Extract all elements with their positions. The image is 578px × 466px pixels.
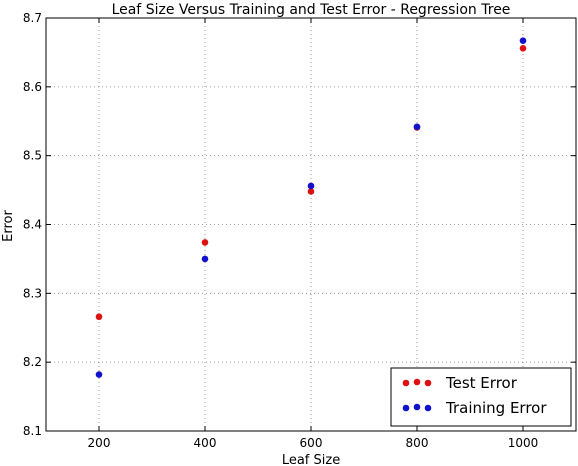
grid — [46, 17, 576, 432]
test-error-point — [201, 239, 209, 246]
test-error-point — [95, 313, 103, 321]
training-error-point — [413, 123, 421, 131]
legend-label-test-error: Test Error — [445, 374, 518, 392]
x-tick-label: 800 — [406, 436, 429, 450]
training-error-legend-marker — [413, 403, 421, 411]
legend-box — [390, 367, 572, 427]
y-axis-label: Error — [1, 210, 16, 242]
x-tick-label: 600 — [300, 436, 323, 450]
y-tick-label: 8.1 — [23, 424, 42, 438]
y-tick-label: 8.3 — [23, 286, 42, 300]
x-tick-label: 400 — [194, 436, 217, 450]
axis-ticks — [46, 17, 576, 432]
data-points — [95, 37, 527, 378]
training-error-point — [307, 182, 315, 190]
y-tick-label: 8.4 — [23, 218, 42, 232]
test-error-point — [307, 188, 315, 195]
legend: Test Error Training Error — [390, 367, 572, 427]
training-error-legend-marker — [424, 404, 432, 412]
test-error-legend-marker — [413, 378, 421, 386]
y-tick-label: 8.7 — [23, 11, 42, 25]
x-tick-label: 1000 — [508, 436, 539, 450]
test-error-legend-marker — [402, 379, 410, 387]
y-tick-label: 8.2 — [23, 355, 42, 369]
training-error-legend-marker — [402, 404, 410, 412]
x-axis-label: Leaf Size — [282, 453, 340, 466]
x-axis-tick-labels: 200 400 600 800 1000 — [88, 436, 539, 450]
training-error-point — [201, 255, 209, 263]
x-tick-label: 200 — [88, 436, 111, 450]
y-axis-tick-labels: 8.1 8.2 8.3 8.4 8.5 8.6 8.7 — [23, 11, 42, 438]
test-error-legend-marker — [424, 379, 432, 387]
chart-title: Leaf Size Versus Training and Test Error… — [112, 2, 511, 18]
y-tick-label: 8.6 — [23, 80, 42, 94]
y-tick-label: 8.5 — [23, 149, 42, 163]
training-error-point — [519, 37, 527, 45]
test-error-point — [519, 44, 527, 52]
legend-label-training-error: Training Error — [445, 399, 547, 417]
training-error-point — [95, 371, 103, 378]
